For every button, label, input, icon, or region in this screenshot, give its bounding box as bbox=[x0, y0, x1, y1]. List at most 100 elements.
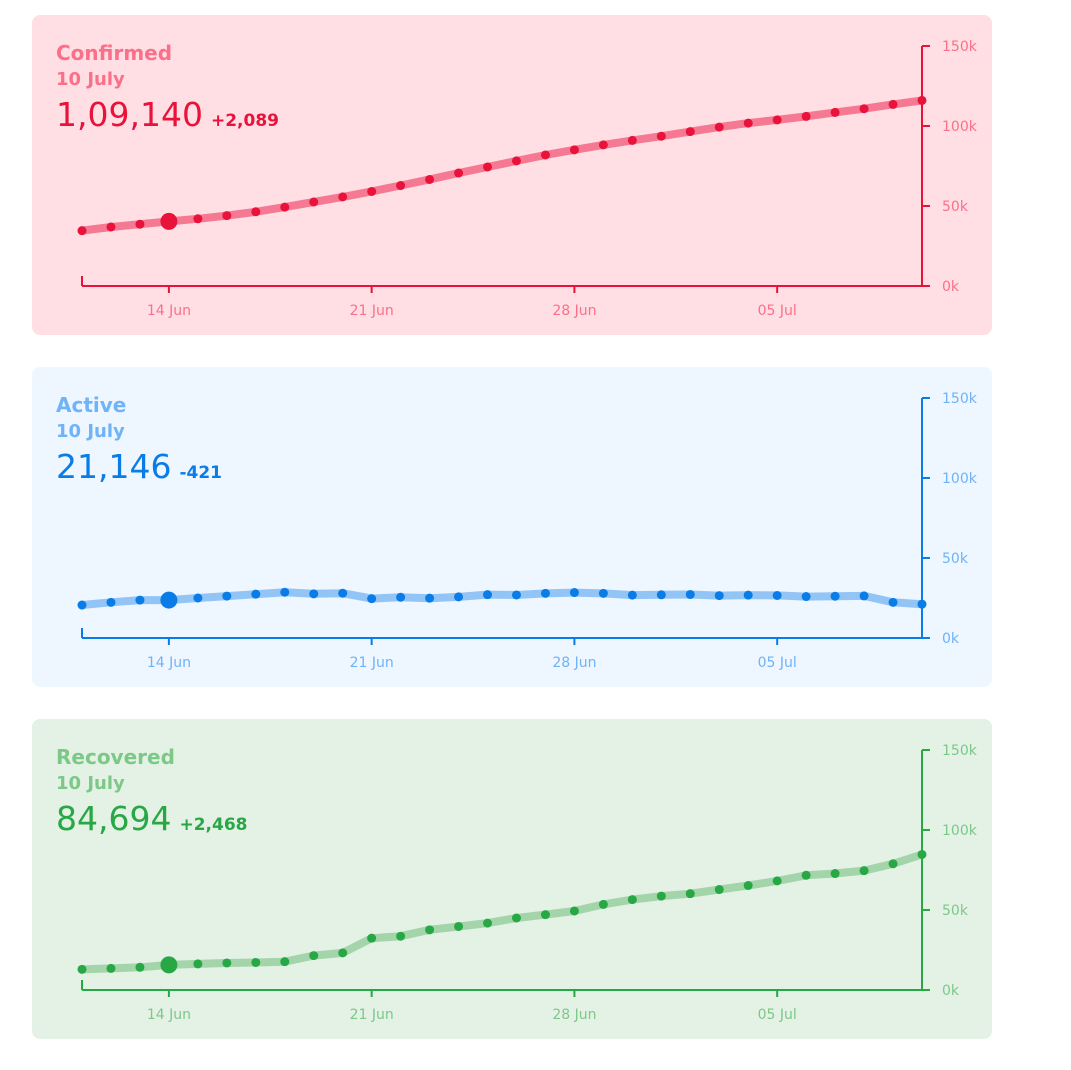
data-point-14 bbox=[483, 918, 493, 928]
y-tick-label-3: 150k bbox=[942, 39, 978, 55]
confirmed-line-chart[interactable]: 14 Jun 21 Jun 28 Jun 05 Jul 0k 50k 100k 150k bbox=[32, 15, 992, 335]
data-point-28 bbox=[888, 99, 898, 109]
data-point-27 bbox=[859, 104, 869, 114]
data-point-16 bbox=[540, 150, 550, 160]
x-tick-label-0: 14 Jun bbox=[147, 655, 191, 671]
recovered-chart-panel: Recovered 10 July 84,694 +2,468 14 Jun 21… bbox=[32, 719, 992, 1039]
data-point-2 bbox=[135, 219, 145, 229]
data-point-29 bbox=[917, 95, 927, 105]
x-tick-label-0: 14 Jun bbox=[147, 303, 191, 319]
data-point-6 bbox=[251, 957, 261, 967]
delta-value: +2,468 bbox=[179, 815, 248, 835]
x-tick-label-2: 28 Jun bbox=[552, 1007, 596, 1023]
data-point-20 bbox=[656, 590, 666, 600]
confirmed-label-block: Confirmed 10 July 1,09,140 +2,089 bbox=[56, 39, 279, 135]
data-point-1 bbox=[106, 222, 116, 232]
data-point-27 bbox=[859, 591, 869, 601]
data-point-12 bbox=[425, 593, 435, 603]
data-point-17 bbox=[569, 906, 579, 916]
data-point-22 bbox=[714, 591, 724, 601]
data-point-19 bbox=[627, 895, 637, 905]
total-value: 84,694 bbox=[56, 799, 172, 838]
x-tick-label-1: 21 Jun bbox=[350, 303, 394, 319]
data-point-22 bbox=[714, 122, 724, 132]
y-tick-label-0: 0k bbox=[942, 279, 960, 295]
data-point-12 bbox=[425, 174, 435, 184]
data-point-26 bbox=[830, 107, 840, 117]
x-tick-label-3: 05 Jul bbox=[758, 303, 797, 319]
data-point-18 bbox=[598, 140, 608, 150]
y-tick-label-3: 150k bbox=[942, 391, 978, 407]
data-point-8 bbox=[309, 951, 319, 961]
data-point-28 bbox=[888, 597, 898, 607]
data-point-26 bbox=[830, 591, 840, 601]
data-point-1 bbox=[106, 597, 116, 607]
series-line bbox=[78, 850, 926, 974]
recovered-label-block: Recovered 10 July 84,694 +2,468 bbox=[56, 743, 248, 839]
x-tick-label-3: 05 Jul bbox=[758, 1007, 797, 1023]
chart-date: 10 July bbox=[56, 421, 125, 442]
data-point-24 bbox=[772, 876, 782, 886]
data-point-28 bbox=[888, 859, 898, 869]
data-point-19 bbox=[627, 590, 637, 600]
data-point-23 bbox=[743, 118, 753, 128]
series-line bbox=[78, 96, 926, 235]
data-point-21 bbox=[685, 589, 695, 599]
data-point-14 bbox=[483, 590, 493, 600]
data-point-9 bbox=[338, 588, 348, 598]
data-point-6 bbox=[251, 207, 261, 217]
data-point-5 bbox=[222, 958, 232, 968]
data-point-20 bbox=[656, 131, 666, 141]
data-point-27 bbox=[859, 866, 869, 876]
y-tick-label-2: 100k bbox=[942, 823, 978, 839]
active-line-chart[interactable]: 14 Jun 21 Jun 28 Jun 05 Jul 0k 50k 100k 150k bbox=[32, 367, 992, 687]
data-point-12 bbox=[425, 925, 435, 935]
data-point-11 bbox=[396, 592, 406, 602]
data-point-20 bbox=[656, 891, 666, 901]
data-point-7 bbox=[280, 957, 290, 967]
active-chart-panel: Active 10 July 21,146 -421 14 Jun 21 Jun 2… bbox=[32, 367, 992, 687]
x-tick-label-3: 05 Jul bbox=[758, 655, 797, 671]
data-point-10 bbox=[367, 933, 377, 943]
y-tick-label-1: 50k bbox=[942, 551, 969, 567]
data-point-13 bbox=[454, 592, 464, 602]
y-tick-label-2: 100k bbox=[942, 471, 978, 487]
data-point-7 bbox=[280, 587, 290, 597]
x-tick-label-0: 14 Jun bbox=[147, 1007, 191, 1023]
data-point-13 bbox=[454, 168, 464, 178]
x-tick-label-2: 28 Jun bbox=[552, 655, 596, 671]
total-value: 21,146 bbox=[56, 447, 172, 486]
y-tick-label-1: 50k bbox=[942, 199, 969, 215]
data-point-16 bbox=[540, 588, 550, 598]
data-point-22 bbox=[714, 885, 724, 895]
data-point-4 bbox=[193, 214, 203, 224]
y-tick-label-0: 0k bbox=[942, 631, 960, 647]
data-point-7 bbox=[280, 202, 290, 212]
data-point-4 bbox=[193, 593, 203, 603]
data-point-8 bbox=[309, 589, 319, 599]
data-point-17 bbox=[569, 145, 579, 155]
data-point-4 bbox=[193, 959, 203, 969]
data-point-11 bbox=[396, 181, 406, 191]
chart-date: 10 July bbox=[56, 773, 125, 794]
x-tick-label-1: 21 Jun bbox=[350, 655, 394, 671]
data-point-24 bbox=[772, 590, 782, 600]
recovered-line-chart[interactable]: 14 Jun 21 Jun 28 Jun 05 Jul 0k 50k 100k 150k bbox=[32, 719, 992, 1039]
total-value: 1,09,140 bbox=[56, 95, 203, 134]
data-point-14 bbox=[483, 162, 493, 172]
data-point-3 bbox=[160, 591, 178, 609]
data-point-8 bbox=[309, 197, 319, 207]
data-point-9 bbox=[338, 192, 348, 202]
data-point-21 bbox=[685, 127, 695, 137]
data-point-26 bbox=[830, 869, 840, 879]
data-point-18 bbox=[598, 899, 608, 909]
data-point-29 bbox=[917, 849, 927, 859]
data-point-2 bbox=[135, 595, 145, 605]
chart-title: Confirmed bbox=[56, 41, 173, 65]
data-point-15 bbox=[511, 156, 521, 166]
data-point-0 bbox=[77, 964, 87, 974]
data-point-9 bbox=[338, 948, 348, 958]
data-point-29 bbox=[917, 599, 927, 609]
data-point-1 bbox=[106, 963, 116, 973]
data-point-23 bbox=[743, 881, 753, 891]
